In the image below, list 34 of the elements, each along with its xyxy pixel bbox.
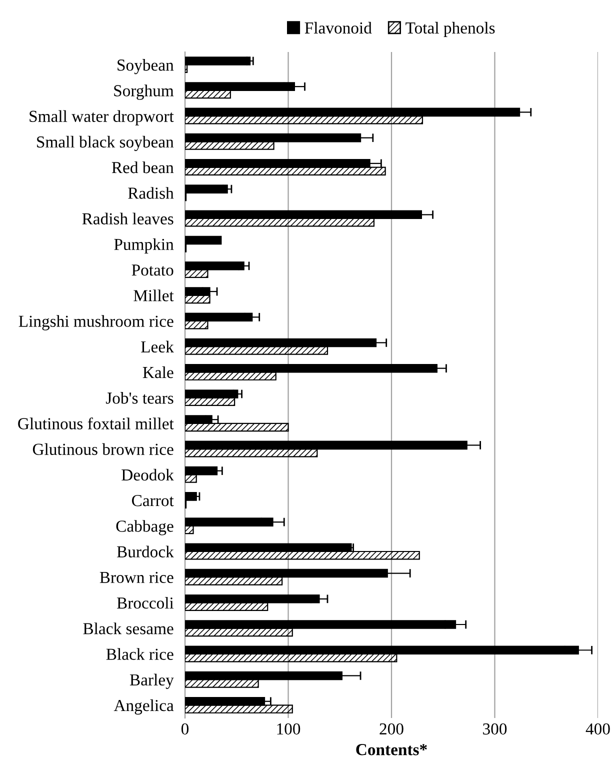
x-tick-label: 100 [277, 723, 300, 735]
y-tick-label: Brown rice [100, 572, 174, 584]
y-tick-label: Kale [142, 366, 174, 378]
y-tick-label: Job's tears [106, 392, 174, 404]
y-tick-label: Soybean [118, 59, 174, 74]
y-tick-label: Burdock [116, 546, 174, 558]
x-tick-label: 300 [483, 723, 507, 735]
y-tick-label: Black rice [106, 648, 174, 660]
y-tick-label: Carrot [132, 495, 174, 506]
y-tick-label: Black sesame [83, 622, 174, 634]
y-tick-label: Small water dropwort [30, 110, 174, 126]
y-tick-label: Glutinous foxtail millet [18, 417, 174, 430]
y-tick-label: Sorghum [114, 84, 174, 100]
y-tick-label: Lingshi mushroom rice [18, 315, 174, 330]
y-tick-label: Angelica [114, 699, 174, 715]
y-tick-label: Millet [134, 290, 174, 302]
x-tick-label: 0 [181, 723, 189, 735]
y-tick-label: Cabbage [116, 520, 174, 536]
legend-label: Total phenols [406, 22, 495, 37]
y-tick-label: Small black soybean [37, 136, 174, 152]
y-tick-label: Pumpkin [114, 238, 174, 254]
y-tick-label: Radish [128, 187, 174, 199]
y-tick-label: Leek [141, 340, 174, 353]
y-tick-label: Deodok [122, 468, 174, 481]
y-tick-label: Barley [130, 674, 174, 689]
x-tick-label: 400 [586, 723, 610, 735]
y-tick-label: Red bean [112, 161, 174, 174]
x-tick-label: 200 [380, 723, 404, 735]
y-tick-label: Broccoli [116, 596, 174, 609]
y-tick-label: Radish leaves [82, 212, 174, 224]
legend-label: Flavonoid [304, 22, 372, 34]
y-tick-label: Potato [132, 264, 174, 276]
x-axis-title: Contents* [356, 744, 427, 756]
y-tick-label: Glutinous brown rice [32, 443, 174, 455]
